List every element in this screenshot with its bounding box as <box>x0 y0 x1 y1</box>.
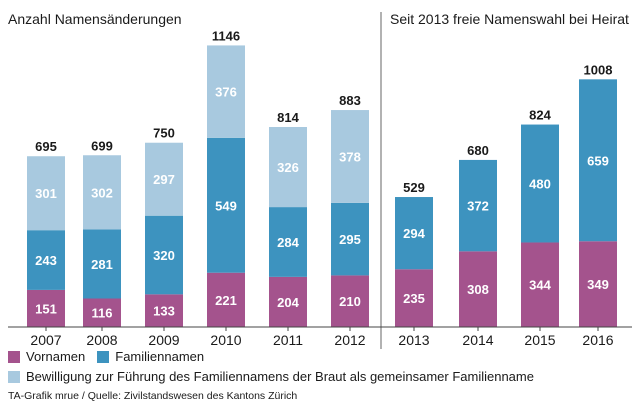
total-label-2016: 1008 <box>584 62 613 77</box>
total-label-2011: 814 <box>277 110 299 125</box>
x-tick-label-2016: 2016 <box>582 332 613 348</box>
bar-segment-2009-bewilligung <box>145 142 183 216</box>
bar-segment-2009-familiennamen <box>145 215 183 295</box>
bar-segment-2014-familiennamen <box>459 159 497 252</box>
segment-label-2011-2: 326 <box>277 160 299 175</box>
source-note: TA-Grafik mrue / Quelle: Zivilstandswese… <box>8 390 298 402</box>
legend-label-vornamen: Vornamen <box>26 349 86 364</box>
segment-label-2013-1: 294 <box>403 226 425 241</box>
legend-item-bewilligung: Bewilligung zur Führung des Familienname… <box>8 369 534 384</box>
bar-segment-2010-familiennamen <box>207 137 245 273</box>
bar-segment-2011-familiennamen <box>269 207 307 277</box>
bar-segment-2016-familiennamen <box>579 79 617 242</box>
segment-label-2011-0: 204 <box>277 295 299 310</box>
total-label-2015: 824 <box>529 108 551 123</box>
legend-label-familiennamen: Familiennamen <box>115 349 205 364</box>
x-ticks: 2007 2008 2009 2010 2011 2012 2013 2014 2015 2016 <box>30 327 614 348</box>
total-label-2008: 699 <box>91 138 113 153</box>
bars-group: 151 243 301 695 116 281 302 699 133 320 297 750 221 5… <box>27 28 617 327</box>
segment-label-2016-0: 349 <box>587 277 609 292</box>
segment-label-2012-1: 295 <box>339 232 361 247</box>
bar-segment-2013-familiennamen <box>395 197 433 270</box>
bar-segment-2007-familiennamen <box>27 230 65 290</box>
segment-label-2007-1: 243 <box>35 253 57 268</box>
segment-label-2008-1: 281 <box>91 257 113 272</box>
bar-segment-2016-vornamen <box>579 241 617 327</box>
segment-label-2009-2: 297 <box>153 172 175 187</box>
segment-label-2013-0: 235 <box>403 291 425 306</box>
bar-segment-2009-vornamen <box>145 294 183 327</box>
segment-label-2009-1: 320 <box>153 248 175 263</box>
bar-segment-2008-bewilligung <box>83 155 121 230</box>
bar-segment-2011-bewilligung <box>269 127 307 208</box>
segment-label-2009-0: 133 <box>153 304 175 319</box>
segment-label-2015-1: 480 <box>529 177 551 192</box>
segment-label-2008-0: 116 <box>92 306 113 321</box>
total-label-2013: 529 <box>403 180 425 195</box>
bar-segment-2012-vornamen <box>331 275 369 327</box>
total-label-2014: 680 <box>467 143 489 158</box>
total-label-2007: 695 <box>35 139 57 154</box>
legend-swatch-vornamen <box>8 350 20 363</box>
x-tick-label-2010: 2010 <box>210 332 241 348</box>
bar-segment-2008-vornamen <box>83 298 121 327</box>
x-tick-label-2008: 2008 <box>86 332 117 348</box>
bar-segment-2015-familiennamen <box>521 124 559 243</box>
chart-title-right: Seit 2013 freie Namenswahl bei Heirat <box>390 11 629 27</box>
x-tick-label-2009: 2009 <box>148 332 179 348</box>
legend-row-1: Vornamen Familiennamen <box>8 349 216 364</box>
bar-segment-2013-vornamen <box>395 269 433 327</box>
bar-segment-2012-familiennamen <box>331 202 369 276</box>
segment-label-2010-0: 221 <box>215 293 237 308</box>
segment-label-2007-0: 151 <box>35 301 57 316</box>
x-tick-label-2007: 2007 <box>30 332 61 348</box>
total-label-2010: 1146 <box>212 28 240 43</box>
legend-swatch-familiennamen <box>97 350 110 363</box>
bar-segment-2008-familiennamen <box>83 229 121 299</box>
bar-segment-2007-vornamen <box>27 289 65 327</box>
x-tick-label-2011: 2011 <box>273 332 303 348</box>
segment-label-2016-1: 659 <box>587 153 609 168</box>
segment-label-2011-1: 284 <box>277 235 299 250</box>
bar-segment-2012-bewilligung <box>331 110 369 203</box>
total-label-2009: 750 <box>153 126 175 141</box>
segment-label-2015-0: 344 <box>529 278 551 293</box>
bar-segment-2010-bewilligung <box>207 45 245 138</box>
bar-segment-2015-vornamen <box>521 242 559 327</box>
segment-label-2008-2: 302 <box>91 185 113 200</box>
legend-swatch-bewilligung <box>8 370 20 383</box>
segment-label-2010-2: 376 <box>215 85 237 100</box>
total-label-2012: 883 <box>339 93 361 108</box>
legend-item-familiennamen: Familiennamen <box>97 349 204 364</box>
bar-segment-2011-vornamen <box>269 276 307 327</box>
legend-item-vornamen: Vornamen <box>8 349 85 364</box>
x-tick-label-2013: 2013 <box>398 332 429 348</box>
segment-label-2014-0: 308 <box>467 282 489 297</box>
stacked-bar-chart: Anzahl Namensänderungen Seit 2013 freie … <box>8 11 632 349</box>
segment-label-2012-0: 210 <box>339 294 361 309</box>
segment-label-2012-2: 378 <box>339 149 361 164</box>
x-tick-label-2015: 2015 <box>524 332 555 348</box>
x-tick-label-2014: 2014 <box>462 332 493 348</box>
segment-label-2010-1: 549 <box>215 198 237 213</box>
segment-label-2014-1: 372 <box>467 199 489 214</box>
bar-segment-2014-vornamen <box>459 251 497 327</box>
legend-row-2: Bewilligung zur Führung des Familienname… <box>8 369 546 384</box>
legend-label-bewilligung: Bewilligung zur Führung des Familienname… <box>26 369 534 384</box>
bar-segment-2010-vornamen <box>207 272 245 327</box>
bar-segment-2007-bewilligung <box>27 156 65 231</box>
segment-label-2007-2: 301 <box>35 186 57 201</box>
chart-title-left: Anzahl Namensänderungen <box>8 11 182 27</box>
x-tick-label-2012: 2012 <box>334 332 365 348</box>
